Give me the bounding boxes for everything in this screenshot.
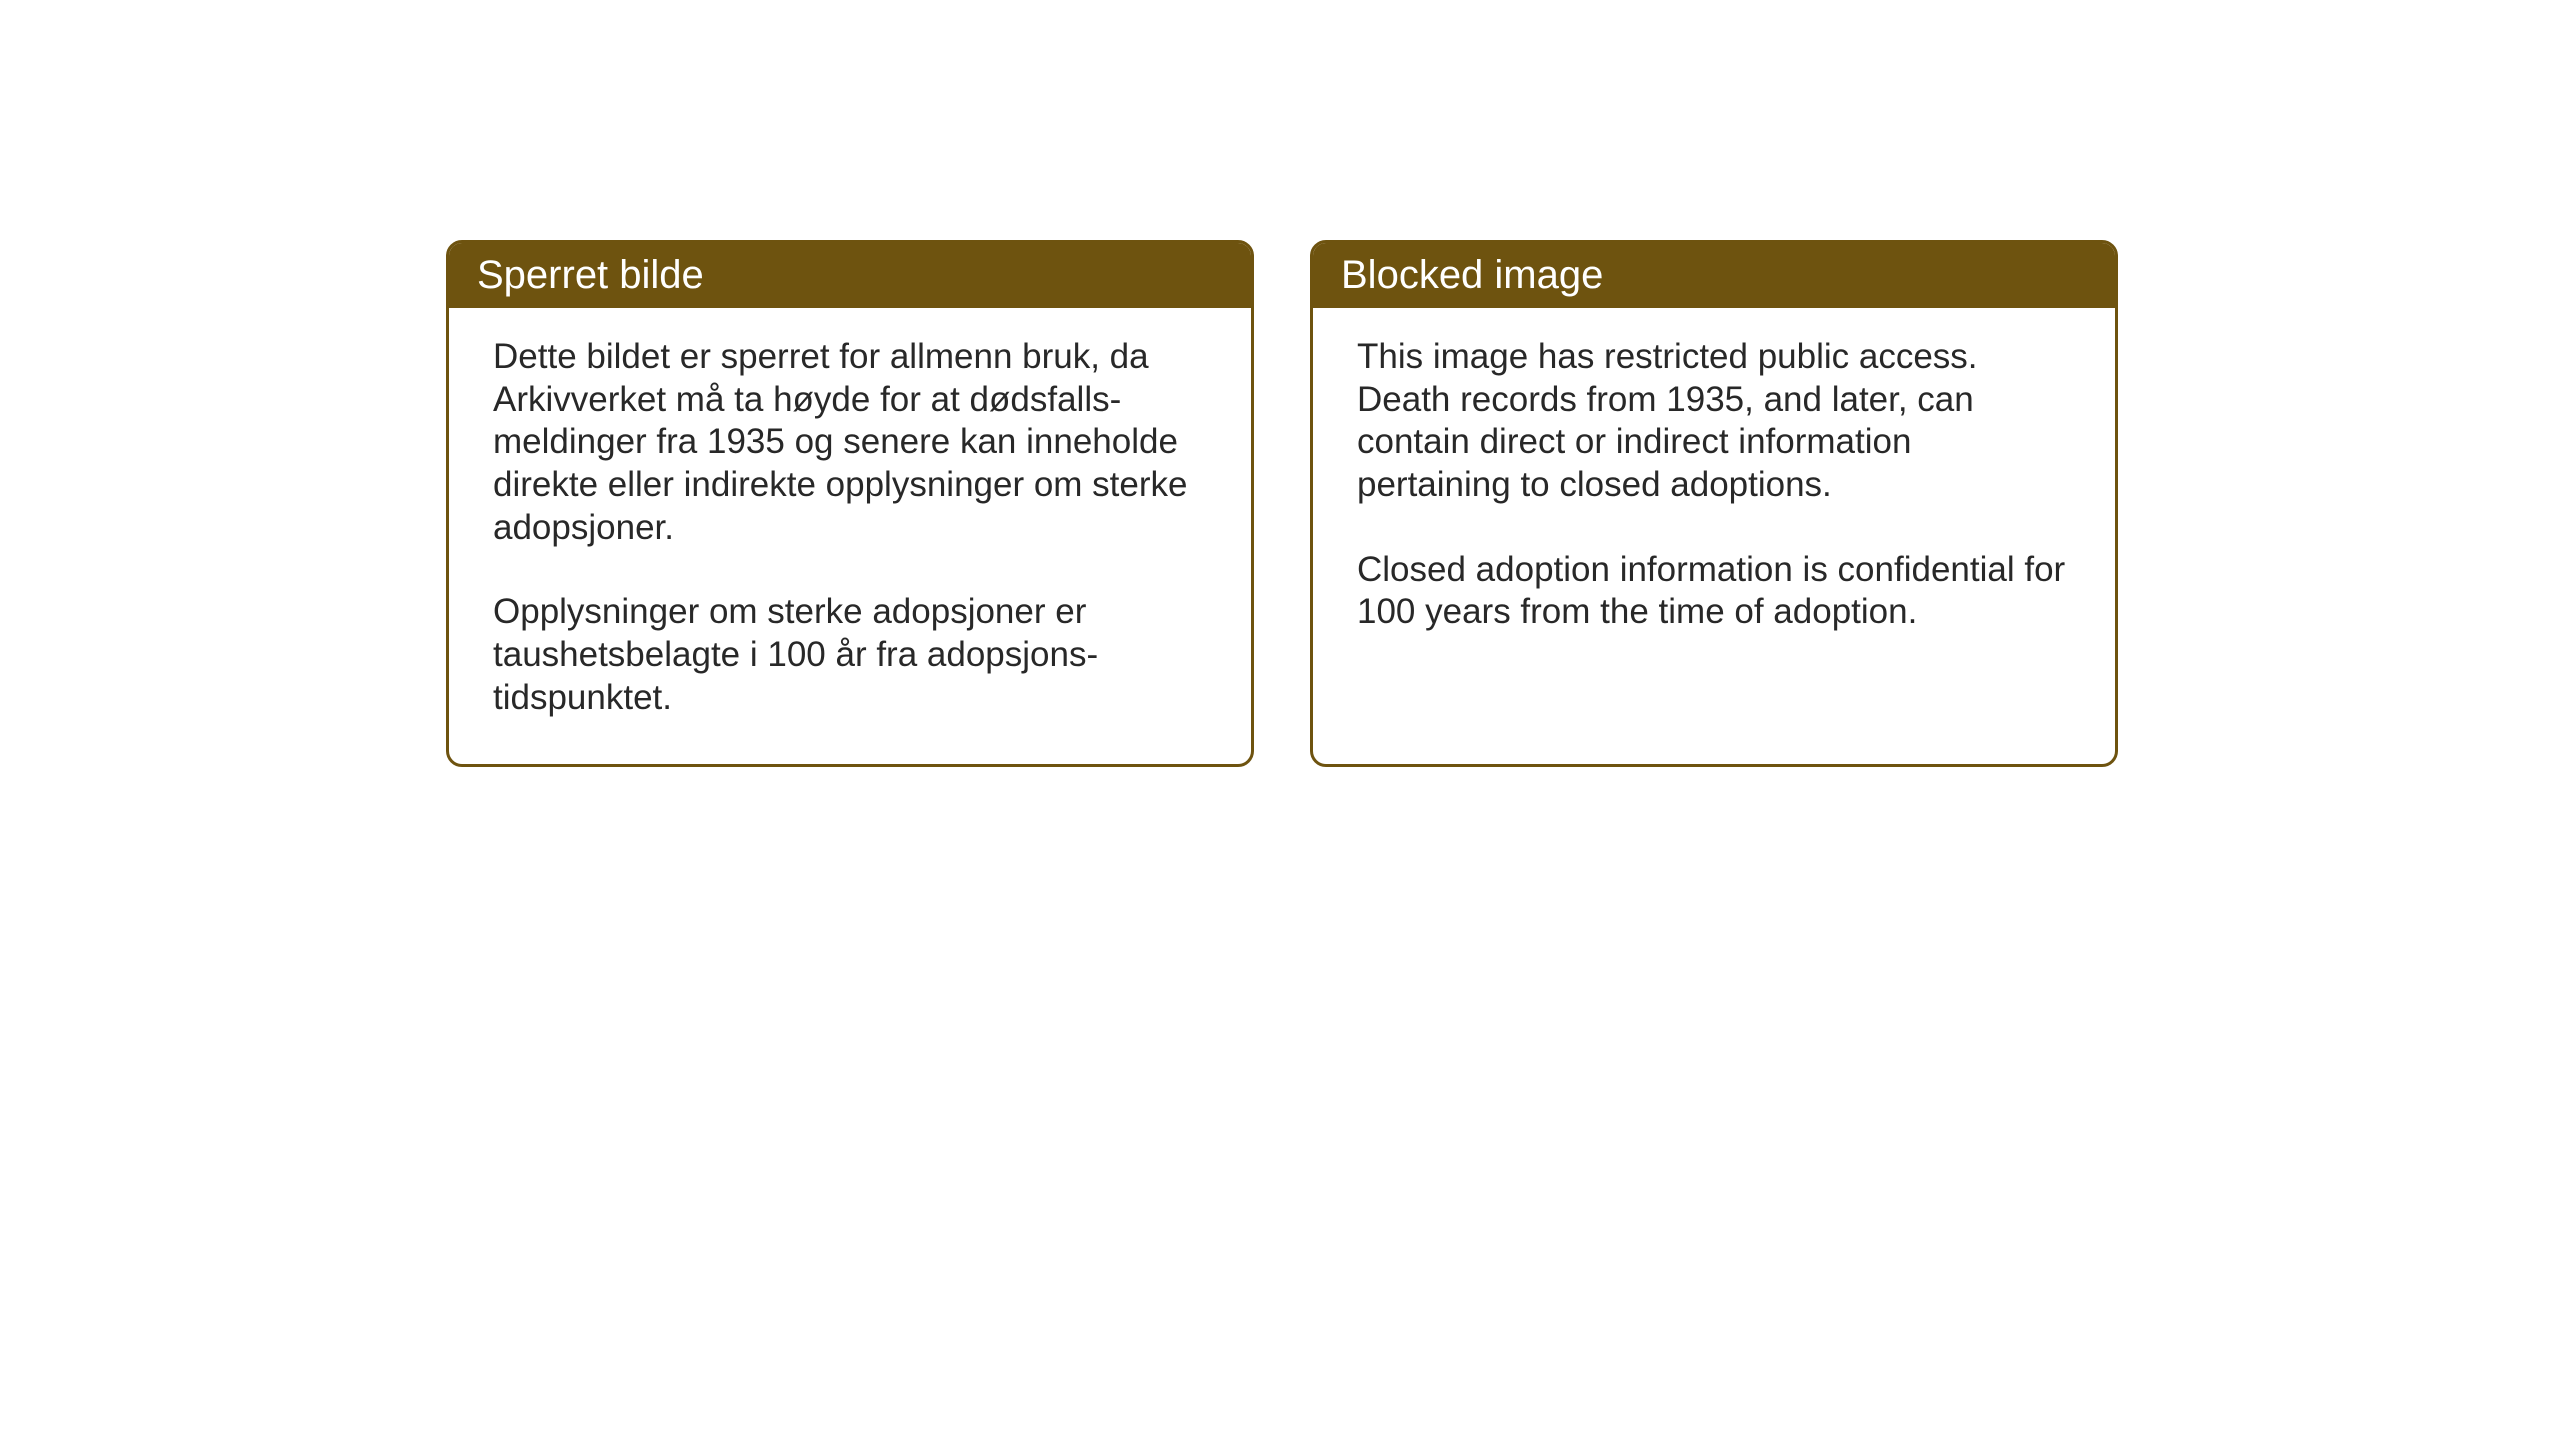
paragraph-1-norwegian: Dette bildet er sperret for allmenn bruk… (493, 336, 1207, 549)
notice-card-norwegian: Sperret bilde Dette bildet er sperret fo… (446, 240, 1254, 767)
card-body-english: This image has restricted public access.… (1313, 308, 2115, 678)
card-header-english: Blocked image (1313, 243, 2115, 308)
notice-card-english: Blocked image This image has restricted … (1310, 240, 2118, 767)
card-title-norwegian: Sperret bilde (477, 253, 704, 297)
paragraph-2-norwegian: Opplysninger om sterke adopsjoner er tau… (493, 591, 1207, 719)
paragraph-1-english: This image has restricted public access.… (1357, 336, 2071, 507)
card-title-english: Blocked image (1341, 253, 1603, 297)
card-body-norwegian: Dette bildet er sperret for allmenn bruk… (449, 308, 1251, 764)
paragraph-2-english: Closed adoption information is confident… (1357, 549, 2071, 634)
notice-container: Sperret bilde Dette bildet er sperret fo… (446, 240, 2118, 767)
card-header-norwegian: Sperret bilde (449, 243, 1251, 308)
